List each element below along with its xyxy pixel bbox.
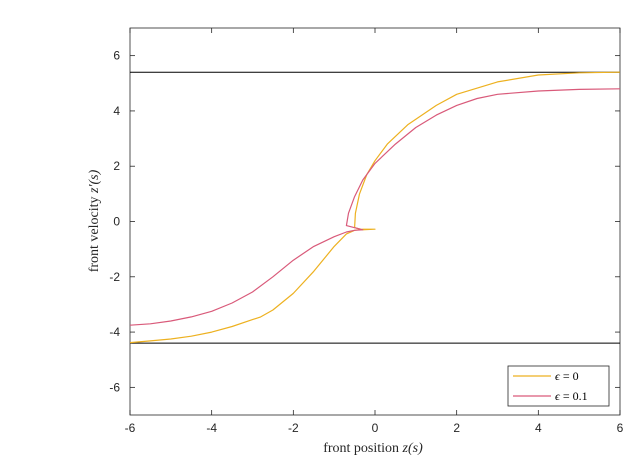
y-axis-label: front velocity z′(s) [87,169,102,272]
y-tick-label: 6 [113,49,120,63]
legend-box [507,365,610,407]
y-tick-label: 0 [113,215,120,229]
series-line-0 [129,71,621,344]
y-tick-label: -6 [109,380,120,394]
axes-frame [129,27,621,416]
plot-frame [129,27,621,416]
reference-lines [130,71,620,344]
x-tick-label: -2 [288,421,299,435]
y-tick-label: -4 [109,325,120,339]
series-lines [129,71,621,344]
tick-labels: -6 -4 -2 0 2 4 6 -6 -4 -2 0 2 4 6 [109,49,623,435]
x-tick-label: 6 [617,421,624,435]
y-tick-label: 2 [113,159,120,173]
legend-label-eps01: ϵ = 0.1 [555,389,588,403]
x-tick-label: -6 [125,421,136,435]
y-tick-label: 4 [113,104,120,118]
legend-label-eps0: ϵ = 0 [555,369,579,383]
y-tick-label: -2 [109,270,120,284]
x-tick-label: 4 [535,421,542,435]
x-axis-label: front position z(s) [323,441,423,456]
series-line-1 [129,88,621,326]
x-tick-label: 2 [453,421,460,435]
legend: ϵ = 0 ϵ = 0.1 [507,365,610,407]
x-tick-label: 0 [372,421,379,435]
x-tick-label: -4 [206,421,217,435]
